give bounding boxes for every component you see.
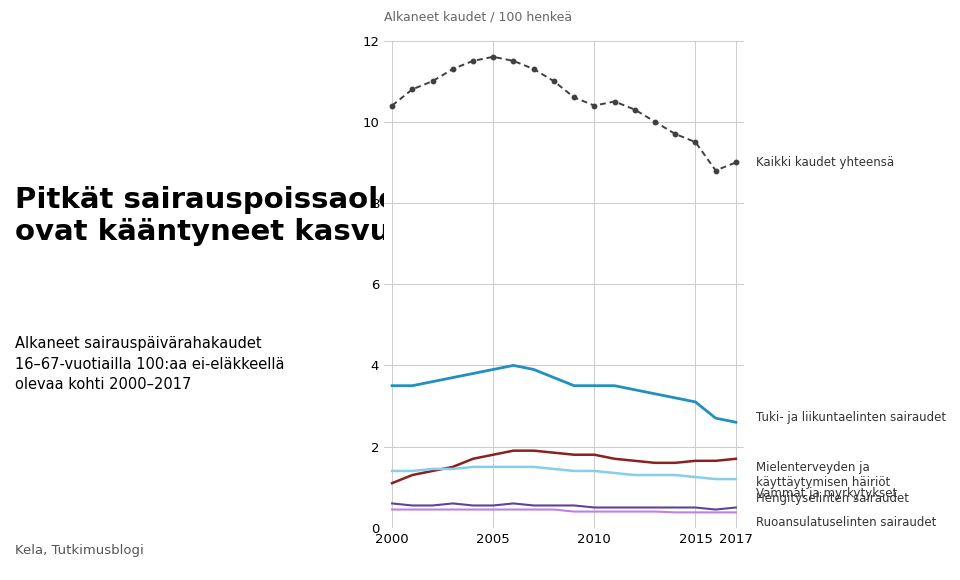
Text: Mielenterveyden ja
käyttäytymisen häiriöt: Mielenterveyden ja käyttäytymisen häiriö… xyxy=(756,461,890,489)
Text: Alkaneet kaudet / 100 henkeä: Alkaneet kaudet / 100 henkeä xyxy=(384,10,572,24)
Text: Kaikki kaudet yhteensä: Kaikki kaudet yhteensä xyxy=(756,156,894,169)
Text: Tuki- ja liikuntaelinten sairaudet: Tuki- ja liikuntaelinten sairaudet xyxy=(756,411,946,424)
Text: Alkaneet sairauspäivärahakaudet
16–67-vuotiailla 100:aa ei-eläkkeellä
olevaa koh: Alkaneet sairauspäivärahakaudet 16–67-vu… xyxy=(14,336,284,392)
Text: Pitkät sairauspoissaolot
ovat kääntyneet kasvuun: Pitkät sairauspoissaolot ovat kääntyneet… xyxy=(14,186,432,246)
Text: Hengityselinten sairaudet: Hengityselinten sairaudet xyxy=(756,492,908,505)
Text: Vammat ja myrkytykset: Vammat ja myrkytykset xyxy=(756,487,897,500)
Text: Ruoansulatuselinten sairaudet: Ruoansulatuselinten sairaudet xyxy=(756,516,936,528)
Text: Kela, Tutkimusblogi: Kela, Tutkimusblogi xyxy=(14,544,144,557)
